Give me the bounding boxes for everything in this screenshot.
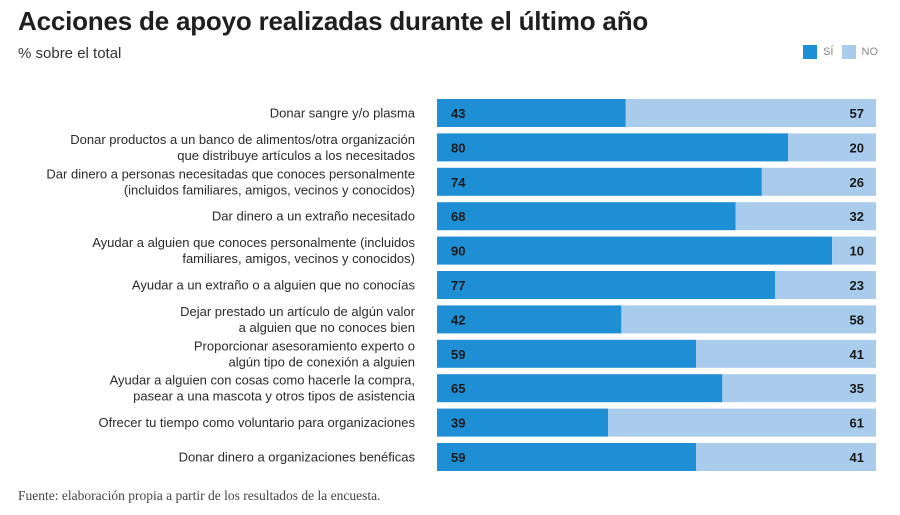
bar-si-2: [437, 167, 762, 196]
category-label-7-1: algún tipo de conexión a alguien: [229, 354, 415, 369]
value-label-no-4: 10: [850, 244, 864, 259]
category-label-9-0: Ofrecer tu tiempo como voluntario para o…: [99, 415, 416, 430]
legend-swatch-no: [841, 45, 856, 59]
value-label-no-1: 20: [850, 140, 864, 155]
value-label-no-2: 26: [850, 175, 864, 190]
bar-no-8: [722, 374, 876, 403]
category-label-8-0: Ayudar a alguien con cosas como hacerle …: [110, 373, 415, 388]
bar-si-1: [437, 133, 789, 162]
value-label-si-9: 39: [451, 416, 465, 431]
legend-item-no: NO: [841, 45, 879, 59]
bar-no-3: [735, 202, 876, 231]
category-label-0-0: Donar sangre y/o plasma: [270, 106, 416, 121]
legend-swatch-si: [803, 45, 818, 59]
category-label-4-0: Ayudar a alguien que conoces personalmen…: [92, 235, 415, 250]
bar-si-5: [437, 271, 776, 299]
chart-subtitle: % sobre el total: [18, 45, 122, 62]
value-label-si-4: 90: [451, 244, 465, 259]
value-label-no-10: 41: [850, 450, 864, 465]
bar-si-8: [437, 374, 723, 403]
value-label-si-6: 42: [451, 312, 465, 327]
legend: SÍ NO: [803, 45, 878, 59]
value-label-si-5: 77: [451, 278, 465, 293]
legend-label-no: NO: [861, 46, 879, 58]
value-label-no-9: 61: [850, 416, 864, 431]
bar-no-10: [696, 443, 876, 471]
category-label-1-1: que distribuye artículos a los necesitad…: [177, 148, 415, 163]
category-label-6-1: a alguien que no conoces bien: [239, 320, 415, 335]
bar-no-9: [608, 408, 876, 437]
category-label-4-1: familiares, amigos, vecinos y conocidos): [182, 251, 415, 266]
value-label-si-1: 80: [451, 140, 465, 155]
bar-no-1: [788, 133, 876, 162]
category-label-5-0: Ayudar a un extraño o a alguien que no c…: [132, 278, 416, 293]
value-label-si-10: 59: [451, 450, 465, 465]
value-label-no-3: 32: [850, 209, 864, 224]
value-label-no-8: 35: [850, 381, 864, 396]
category-label-1-0: Donar productos a un banco de alimentos/…: [70, 132, 415, 147]
bar-no-0: [625, 99, 876, 127]
bar-si-3: [437, 202, 736, 231]
bar-si-4: [437, 236, 833, 265]
value-label-no-0: 57: [850, 106, 864, 121]
value-label-no-6: 58: [850, 312, 864, 327]
bar-no-6: [621, 305, 876, 334]
source-note: Fuente: elaboración propia a partir de l…: [18, 488, 381, 503]
legend-label-si: SÍ: [823, 46, 834, 58]
value-label-si-0: 43: [451, 106, 465, 121]
bar-no-5: [775, 271, 876, 299]
category-label-10-0: Donar dinero a organizaciones benéficas: [179, 450, 416, 465]
chart-title: Acciones de apoyo realizadas durante el …: [18, 6, 649, 36]
bar-no-7: [696, 339, 876, 368]
bar-si-9: [437, 408, 609, 437]
bar-si-10: [437, 443, 697, 471]
value-label-si-8: 65: [451, 381, 465, 396]
value-label-no-5: 23: [850, 278, 864, 293]
category-label-3-0: Dar dinero a un extraño necesitado: [212, 209, 415, 224]
category-label-8-1: pasear a una mascota y otros tipos de as…: [133, 389, 416, 404]
legend-item-si: SÍ: [803, 45, 834, 59]
bar-no-4: [832, 236, 876, 265]
value-label-si-2: 74: [451, 175, 466, 190]
bar-si-0: [437, 99, 626, 127]
category-label-7-0: Proporcionar asesoramiento experto o: [194, 338, 415, 353]
category-label-2-0: Dar dinero a personas necesitadas que co…: [46, 166, 415, 181]
value-label-si-7: 59: [451, 347, 465, 362]
bar-si-6: [437, 305, 622, 334]
bar-si-7: [437, 339, 697, 368]
value-label-si-3: 68: [451, 209, 465, 224]
bar-no-2: [761, 167, 876, 196]
category-label-6-0: Dejar prestado un artículo de algún valo…: [180, 304, 416, 319]
value-label-no-7: 41: [850, 347, 864, 362]
category-label-2-1: (incluidos familiares, amigos, vecinos y…: [124, 182, 415, 197]
